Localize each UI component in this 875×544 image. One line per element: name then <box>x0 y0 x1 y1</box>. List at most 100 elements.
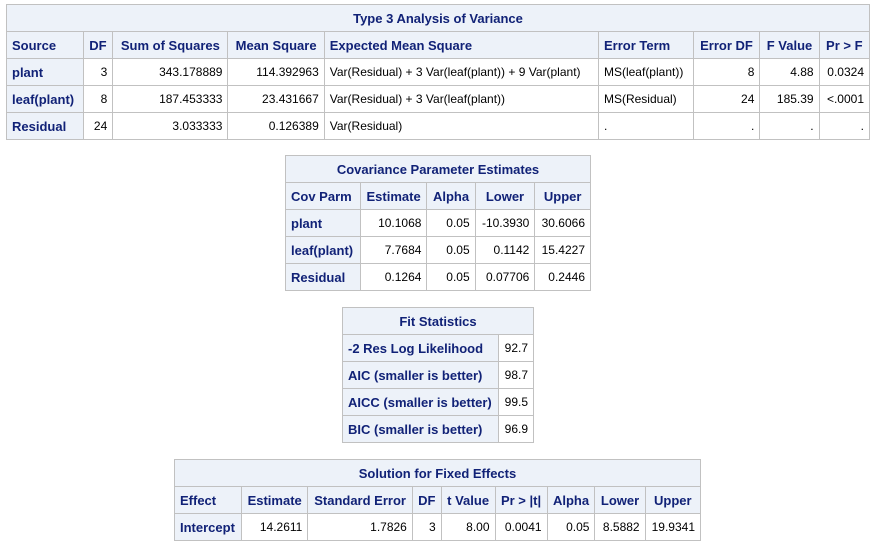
cell-errterm: MS(Residual) <box>597 85 694 113</box>
table-row: BIC (smaller is better) 96.9 <box>341 415 534 443</box>
cell-estimate: 14.2611 <box>241 513 309 541</box>
cell-errdf: 24 <box>692 85 761 113</box>
cell-value: 98.7 <box>498 361 534 389</box>
cov-header-row: Cov Parm Estimate Alpha Lower Upper <box>285 182 591 210</box>
cell-errdf: 8 <box>692 58 761 86</box>
anova-col-ss: Sum of Squares <box>112 31 229 59</box>
anova-title: Type 3 Analysis of Variance <box>6 4 870 32</box>
row-label: AICC (smaller is better) <box>341 388 500 416</box>
row-label: Residual <box>285 263 361 291</box>
cell-fvalue: 185.39 <box>759 85 820 113</box>
anova-col-source: Source <box>6 31 84 59</box>
cell-ss: 187.453333 <box>112 85 229 113</box>
cell-alpha: 0.05 <box>426 209 476 237</box>
cell-lower: 0.1142 <box>474 236 536 264</box>
cov-title: Covariance Parameter Estimates <box>285 155 591 183</box>
cell-ms: 0.126389 <box>227 112 325 140</box>
cell-ems: Var(Residual) + 3 Var(leaf(plant)) <box>323 85 599 113</box>
fit-title: Fit Statistics <box>342 307 534 335</box>
cell-estimate: 10.1068 <box>359 209 428 237</box>
anova-col-df: DF <box>82 31 114 59</box>
cov-col-lower: Lower <box>474 182 536 210</box>
row-label: Residual <box>6 112 84 140</box>
cell-value: 99.5 <box>498 388 534 416</box>
cov-col-estimate: Estimate <box>359 182 428 210</box>
fixed-col-upper: Upper <box>644 486 702 514</box>
cell-df: 8 <box>82 85 114 113</box>
anova-col-ms: Mean Square <box>227 31 325 59</box>
table-row: plant 3 343.178889 114.392963 Var(Residu… <box>6 58 871 86</box>
anova-header-row: Source DF Sum of Squares Mean Square Exp… <box>6 31 871 59</box>
cell-value: 96.9 <box>498 415 534 443</box>
fixed-effects-table: Solution for Fixed Effects Effect Estima… <box>173 459 702 541</box>
cell-prf: 0.0324 <box>818 58 871 86</box>
cell-df: 24 <box>82 112 114 140</box>
cell-value: 92.7 <box>498 334 534 362</box>
row-label: leaf(plant) <box>6 85 84 113</box>
cell-upper: 19.9341 <box>644 513 702 541</box>
row-label: -2 Res Log Likelihood <box>341 334 500 362</box>
fixed-col-prt: Pr > |t| <box>494 486 548 514</box>
cell-estimate: 0.1264 <box>359 263 428 291</box>
cell-lower: 8.5882 <box>594 513 646 541</box>
cell-lower: -10.3930 <box>474 209 536 237</box>
anova-col-fvalue: F Value <box>759 31 820 59</box>
table-row: Residual 24 3.033333 0.126389 Var(Residu… <box>6 112 871 140</box>
anova-col-errterm: Error Term <box>597 31 694 59</box>
cell-df: 3 <box>82 58 114 86</box>
fixed-col-df: DF <box>411 486 442 514</box>
anova-col-errdf: Error DF <box>692 31 761 59</box>
cell-fvalue: 4.88 <box>759 58 820 86</box>
anova-table: Type 3 Analysis of Variance Source DF Su… <box>6 4 871 140</box>
fixed-col-estimate: Estimate <box>241 486 309 514</box>
cell-upper: 0.2446 <box>534 263 591 291</box>
table-row: Intercept 14.2611 1.7826 3 8.00 0.0041 0… <box>173 513 702 541</box>
fixed-col-stderr: Standard Error <box>307 486 413 514</box>
row-label: BIC (smaller is better) <box>341 415 500 443</box>
fixed-header-row: Effect Estimate Standard Error DF t Valu… <box>173 486 702 514</box>
cell-lower: 0.07706 <box>474 263 536 291</box>
cell-alpha: 0.05 <box>546 513 596 541</box>
cell-errterm: MS(leaf(plant)) <box>597 58 694 86</box>
cell-upper: 30.6066 <box>534 209 591 237</box>
cell-prf: . <box>818 112 871 140</box>
cell-errterm: . <box>597 112 694 140</box>
fixed-col-tvalue: t Value <box>440 486 496 514</box>
fixed-title: Solution for Fixed Effects <box>174 459 701 487</box>
fixed-col-lower: Lower <box>594 486 646 514</box>
cell-upper: 15.4227 <box>534 236 591 264</box>
cell-prf: <.0001 <box>818 85 871 113</box>
cell-alpha: 0.05 <box>426 263 476 291</box>
cell-ems: Var(Residual) + 3 Var(leaf(plant)) + 9 V… <box>323 58 599 86</box>
cell-ms: 114.392963 <box>227 58 325 86</box>
table-row: leaf(plant) 8 187.453333 23.431667 Var(R… <box>6 85 871 113</box>
table-row: -2 Res Log Likelihood 92.7 <box>341 334 534 362</box>
table-row: AICC (smaller is better) 99.5 <box>341 388 534 416</box>
cell-alpha: 0.05 <box>426 236 476 264</box>
cell-stderr: 1.7826 <box>307 513 413 541</box>
cell-ems: Var(Residual) <box>323 112 599 140</box>
cell-fvalue: . <box>759 112 820 140</box>
cell-errdf: . <box>692 112 761 140</box>
cell-estimate: 7.7684 <box>359 236 428 264</box>
fixed-col-alpha: Alpha <box>546 486 596 514</box>
cov-col-parm: Cov Parm <box>285 182 361 210</box>
cov-parm-table: Covariance Parameter Estimates Cov Parm … <box>285 155 591 291</box>
cell-ms: 23.431667 <box>227 85 325 113</box>
table-row: leaf(plant) 7.7684 0.05 0.1142 15.4227 <box>285 236 591 264</box>
cell-ss: 343.178889 <box>112 58 229 86</box>
cell-ss: 3.033333 <box>112 112 229 140</box>
row-label: Intercept <box>173 513 243 541</box>
cov-col-alpha: Alpha <box>426 182 476 210</box>
row-label: leaf(plant) <box>285 236 361 264</box>
cell-prt: 0.0041 <box>494 513 548 541</box>
table-row: plant 10.1068 0.05 -10.3930 30.6066 <box>285 209 591 237</box>
table-row: AIC (smaller is better) 98.7 <box>341 361 534 389</box>
fit-statistics-table: Fit Statistics -2 Res Log Likelihood 92.… <box>341 307 534 443</box>
cell-df: 3 <box>411 513 442 541</box>
row-label: plant <box>6 58 84 86</box>
table-row: Residual 0.1264 0.05 0.07706 0.2446 <box>285 263 591 291</box>
row-label: plant <box>285 209 361 237</box>
anova-col-prf: Pr > F <box>818 31 871 59</box>
anova-col-ems: Expected Mean Square <box>323 31 599 59</box>
